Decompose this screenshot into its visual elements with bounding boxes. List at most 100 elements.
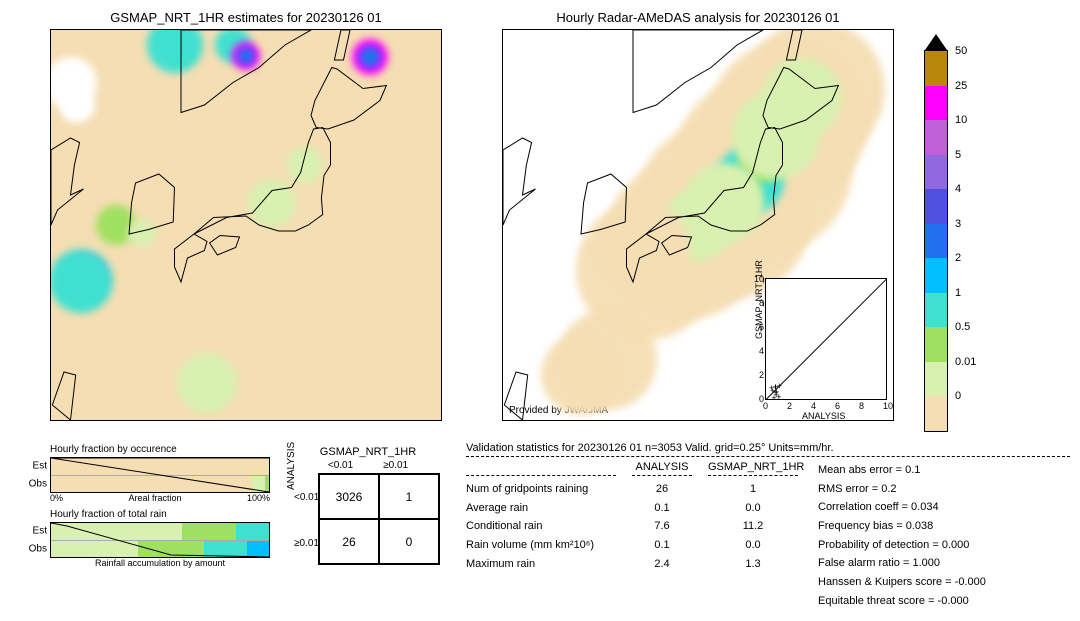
stat-row-value-b: 1: [708, 480, 798, 499]
stat-row-label: Average rain: [466, 499, 616, 518]
pct-0: 0%: [50, 493, 63, 503]
bottom-row: Hourly fraction by occurence Est Obs 0% …: [10, 442, 1070, 611]
pct-100: 100%: [247, 493, 270, 503]
colorbar-segment: [925, 51, 947, 86]
stat-row-value-a: 2.4: [632, 555, 692, 574]
colorbar-tick: 50: [955, 45, 967, 57]
contingency-panel: GSMAP_NRT_1HR <0.01 ≥0.01 ANALYSIS <0.01…: [288, 446, 448, 611]
contingency-yaxis: ANALYSIS: [286, 442, 297, 490]
occurrence-bar-obs: Obs: [51, 476, 269, 493]
lon-tick: 145°E: [814, 420, 841, 421]
cont-col-0: <0.01: [328, 460, 353, 471]
stat-row-value-b: 11.2: [708, 517, 798, 536]
cont-cell-10: 26: [319, 519, 379, 564]
colorbar-segment: [925, 258, 947, 293]
colorbar-segment: [925, 120, 947, 155]
bar-segment: [268, 458, 269, 475]
rain-bars: Est Obs: [50, 522, 270, 558]
inset-xlabel: ANALYSIS: [802, 411, 845, 421]
colorbar-segment: [925, 396, 947, 431]
rain-bar-est: Est: [51, 523, 269, 541]
colorbar-tick: 4: [955, 183, 961, 195]
bar-segment: [51, 458, 268, 475]
stat-row-value-a: 0.1: [632, 536, 692, 555]
colorbar-over-triangle: [925, 34, 947, 50]
bar-segment: [204, 541, 248, 558]
cont-cell-01: 1: [379, 474, 439, 519]
stat-metric: Correlation coeff = 0.034: [818, 498, 986, 517]
contingency-table: 3026 1 26 0: [318, 473, 440, 565]
bar-segment: [265, 476, 269, 493]
lon-tick: 130°E: [619, 420, 646, 421]
occurrence-xaxis: 0% Areal fraction 100%: [50, 493, 270, 503]
lon-tick: 130°E: [167, 420, 194, 421]
colorbar-tick: 3: [955, 218, 961, 230]
lat-tick: 30°N: [502, 295, 503, 306]
rain-bar-obs: Obs: [51, 541, 269, 558]
colorbar: 502510543210.50.010: [924, 50, 948, 432]
stats-panel: Validation statistics for 20230126 01 n=…: [466, 442, 1070, 611]
stat-row-label: Maximum rain: [466, 555, 616, 574]
cont-col-1: ≥0.01: [383, 460, 408, 471]
lon-tick: 135°E: [232, 420, 259, 421]
colorbar-tick: 0.01: [955, 356, 976, 368]
rain-xaxis: Rainfall accumulation by amount: [50, 558, 270, 568]
stat-row-value-a: 0.1: [632, 499, 692, 518]
stat-metric: Mean abs error = 0.1: [818, 461, 986, 480]
colorbar-segment: [925, 362, 947, 397]
bar-segment: [236, 523, 269, 540]
stats-header: Validation statistics for 20230126 01 n=…: [466, 442, 1070, 457]
left-map-panel: GSMAP_NRT_1HR estimates for 20230126 01 …: [50, 10, 442, 432]
stat-row-label: Rain volume (mm km²10⁶): [466, 536, 616, 555]
stat-metric: False alarm ratio = 1.000: [818, 554, 986, 573]
colorbar-segment: [925, 86, 947, 121]
colorbar-segment: [925, 293, 947, 328]
colorbar-tick: 0: [955, 390, 961, 402]
stats-blank-head: [466, 461, 616, 476]
cont-cell-11: 0: [379, 519, 439, 564]
lat-tick: 45°N: [502, 70, 503, 81]
stat-row-value-a: 26: [632, 480, 692, 499]
bar-segment: [138, 541, 203, 558]
contingency-title: GSMAP_NRT_1HR: [288, 446, 448, 458]
stats-metrics: Mean abs error = 0.1RMS error = 0.2Corre…: [818, 461, 986, 611]
colorbar-container: 502510543210.50.010: [924, 34, 948, 432]
obs-label-2: Obs: [29, 543, 51, 554]
colorbar-segment: [925, 327, 947, 362]
stat-metric: Equitable threat score = -0.000: [818, 592, 986, 611]
stat-metric: Probability of detection = 0.000: [818, 536, 986, 555]
inset-scatter: ++++++++++00224466881010ANALYSISGSMAP_NR…: [765, 278, 887, 400]
bar-segment: [247, 541, 269, 558]
colorbar-segment: [925, 189, 947, 224]
cont-row-0: <0.01: [294, 492, 319, 503]
colorbar-tick: 25: [955, 80, 967, 92]
colorbar-segment: [925, 155, 947, 190]
right-map-panel: Hourly Radar-AMeDAS analysis for 2023012…: [502, 10, 894, 432]
right-map-title: Hourly Radar-AMeDAS analysis for 2023012…: [502, 10, 894, 25]
lat-tick: 25°N: [502, 370, 503, 381]
stats-columns: Num of gridpoints rainingAverage rainCon…: [466, 461, 1070, 611]
occurrence-bars: Est Obs: [50, 457, 270, 493]
areal-fraction-label: Areal fraction: [128, 493, 181, 503]
bar-segment: [51, 541, 138, 558]
lat-tick: 25°N: [50, 370, 51, 381]
lat-tick: 45°N: [50, 70, 51, 81]
est-label: Est: [33, 461, 51, 472]
stat-row-label: Num of gridpoints raining: [466, 480, 616, 499]
stats-col-gsmap: GSMAP_NRT_1HR: [708, 461, 798, 476]
colorbar-tick: 10: [955, 114, 967, 126]
contingency-col-headers: <0.01 ≥0.01: [288, 460, 448, 471]
stat-metric: RMS error = 0.2: [818, 480, 986, 499]
right-map-box: Provided by JWA/JMA 125°E130°E135°E140°E…: [502, 29, 894, 421]
lon-tick: 135°E: [684, 420, 711, 421]
lon-tick: 145°E: [362, 420, 389, 421]
inset-ylabel: GSMAP_NRT_1HR: [754, 260, 764, 339]
colorbar-segment: [925, 224, 947, 259]
lon-tick: 140°E: [297, 420, 324, 421]
stat-row-value-a: 7.6: [632, 517, 692, 536]
lat-tick: 40°N: [50, 145, 51, 156]
stat-row-value-b: 1.3: [708, 555, 798, 574]
colorbar-tick: 1: [955, 287, 961, 299]
bar-segment: [252, 476, 265, 493]
bar-segment: [182, 523, 237, 540]
